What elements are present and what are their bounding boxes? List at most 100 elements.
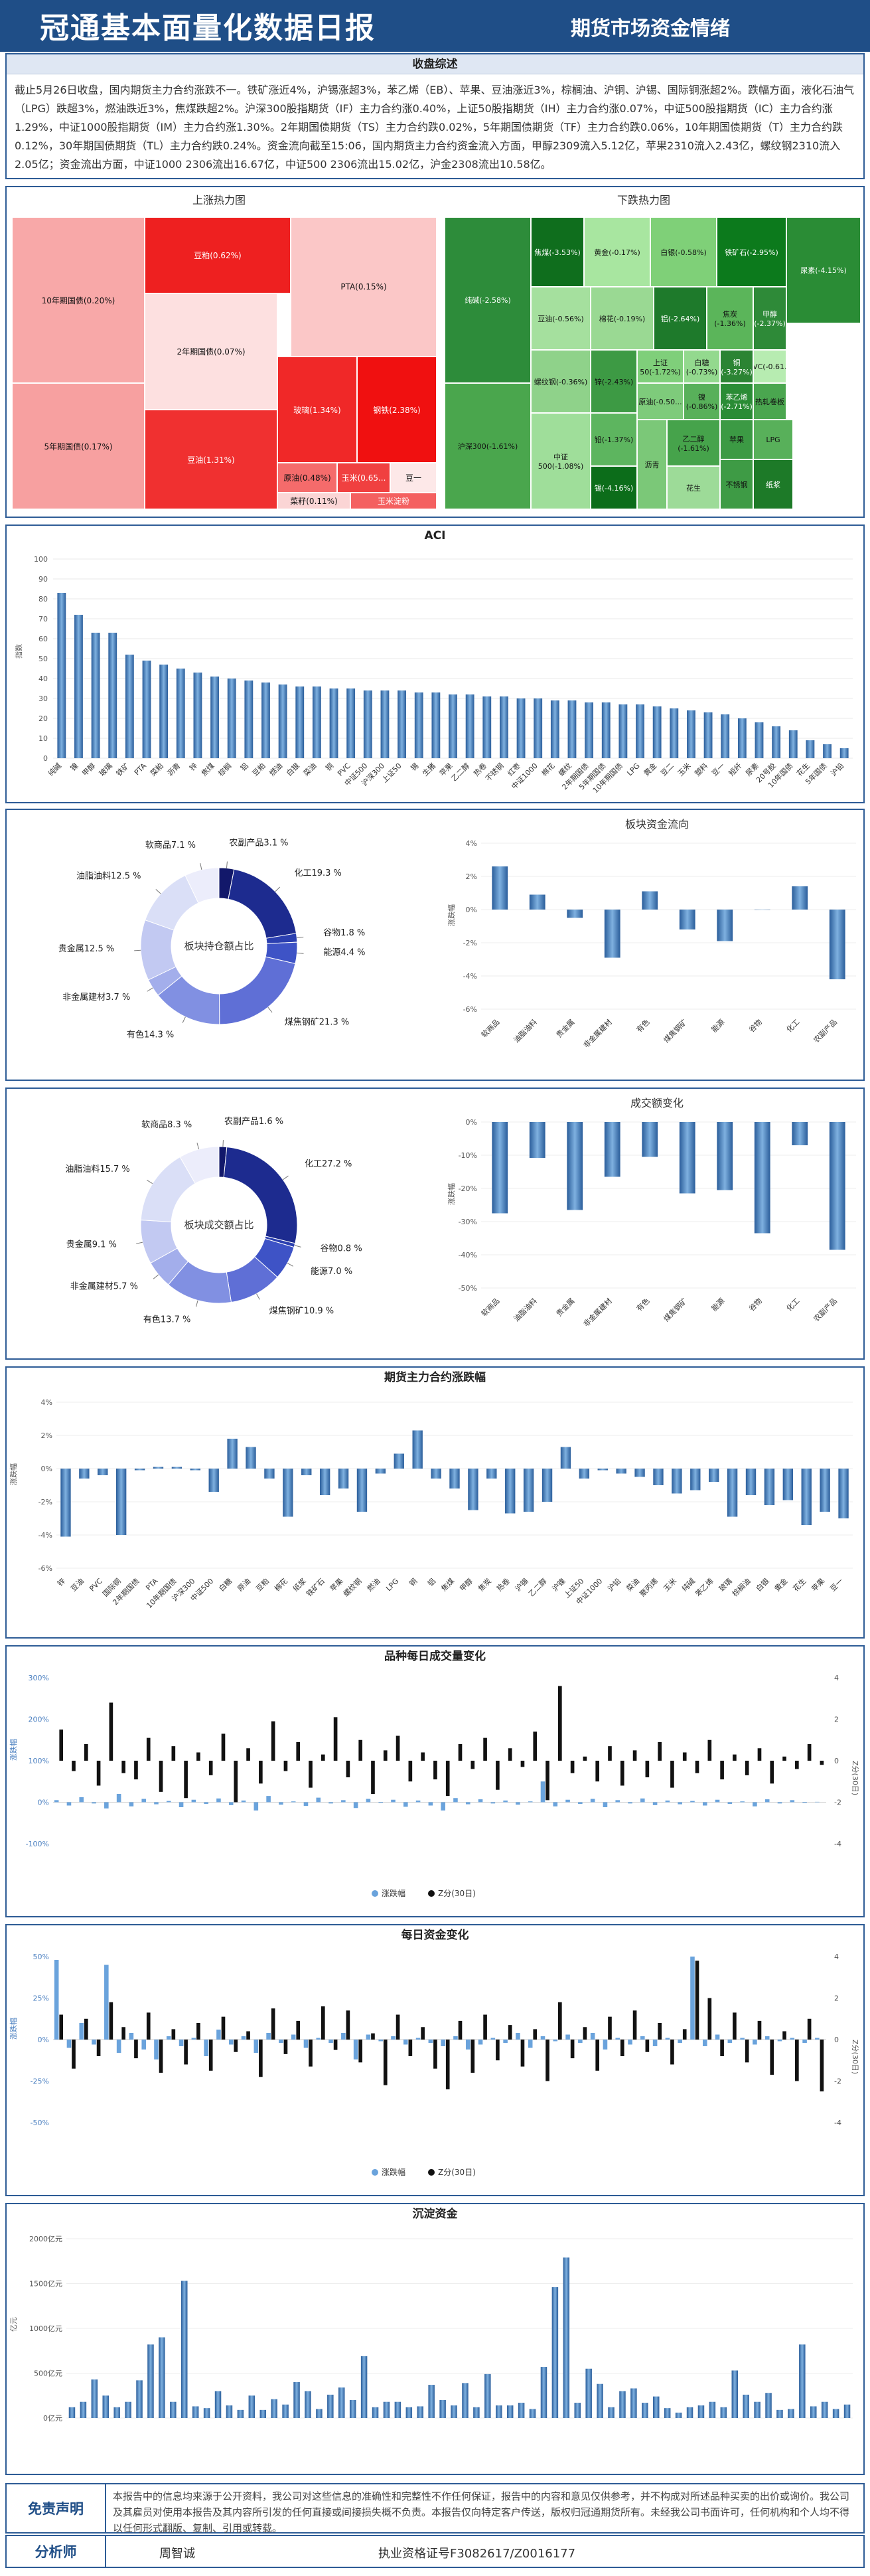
bar-zscore (558, 1686, 562, 1761)
heat-tile[interactable]: 沥青 (637, 420, 667, 509)
x-tick-label: 能源 (709, 1017, 726, 1034)
heat-tile[interactable]: 豆一 (390, 463, 437, 493)
heat-tile[interactable]: 铅(-1.37%) (591, 413, 637, 466)
heat-tile[interactable]: 铝(-2.64%) (654, 287, 707, 350)
heat-tile[interactable]: 黄金(-0.17%) (584, 217, 650, 287)
heat-tile[interactable]: 豆油(-0.56%) (531, 287, 591, 350)
bar-pct (341, 1800, 346, 1803)
heat-tile[interactable]: 玉米(0.65... (337, 463, 390, 493)
heat-tile[interactable]: 钢铁(2.38%) (357, 357, 437, 463)
heat-tile[interactable]: 铜(-3.27%) (720, 350, 753, 383)
pie-leader (155, 889, 161, 894)
bar (560, 1447, 571, 1469)
bar-zscore (333, 1717, 338, 1761)
heat-tile[interactable]: 2年期国债(0.07%) (145, 293, 277, 410)
bar (79, 1469, 90, 1479)
sediment-bar (821, 2401, 828, 2418)
bar (764, 1469, 775, 1505)
heat-tile[interactable]: 中证500(-1.08%) (531, 413, 591, 509)
up-heatmap: 10年期国债(0.20%) 5年期国债(0.17%) 豆粕(0.62%) PTA… (12, 217, 437, 509)
sediment-bar (506, 2405, 514, 2418)
heat-tile[interactable]: 不锈钢 (720, 459, 753, 509)
heat-tile[interactable]: 花生 (667, 466, 720, 509)
y-tick-label: -30% (459, 1218, 477, 1226)
pie-leader (195, 1300, 198, 1307)
heat-tile[interactable]: 棉花(-0.19%) (591, 287, 654, 350)
bar-zscore (608, 2016, 612, 2040)
heat-tile[interactable]: 白糖(-0.73%) (684, 350, 720, 383)
volume-change-title: 品种每日成交量变化 (384, 1650, 486, 1663)
sediment-bar (551, 2287, 559, 2418)
x-tick-label: 焦炭 (476, 1577, 493, 1593)
bar-zscore (795, 2040, 799, 2081)
y-tick-label: -25% (31, 2077, 49, 2086)
heat-tile[interactable]: 5年期国债(0.17%) (12, 383, 145, 509)
aci-bar (550, 700, 559, 758)
bar-zscore (770, 1761, 774, 1784)
heat-tile[interactable]: 玻璃(1.34%) (277, 357, 357, 463)
heat-tile[interactable]: 豆油(1.31%) (145, 410, 277, 509)
bar-zscore (234, 2040, 238, 2052)
heat-tile[interactable]: 热轧卷板 (753, 383, 786, 420)
bar (634, 1469, 645, 1477)
x-tick-label: 棉花 (540, 761, 556, 777)
heat-tile[interactable]: 焦炭(-1.36%) (707, 287, 753, 350)
y-tick-label: -40% (459, 1251, 477, 1259)
heat-tile[interactable]: 甲醇(-2.37%) (753, 287, 786, 350)
heat-tile[interactable]: 原油(-0.50... (637, 383, 684, 420)
pie-leader (287, 1263, 294, 1267)
heat-tile[interactable]: 白银(-0.58%) (650, 217, 717, 287)
heat-tile[interactable]: 菜籽(0.11%) (277, 493, 350, 509)
y-tick-label: 0% (38, 2036, 49, 2044)
heat-tile[interactable]: 豆粕(0.62%) (145, 217, 291, 293)
heat-tile[interactable]: PTA(0.15%) (291, 217, 437, 357)
x-tick-label: 豆粕 (254, 1576, 271, 1593)
heat-tile[interactable]: 10年期国债(0.20%) (12, 217, 145, 383)
heat-tile[interactable]: 螺纹钢(-0.36%) (531, 350, 591, 413)
heat-tile[interactable]: 纸浆 (753, 459, 793, 509)
pie-label: 有色14.3 % (127, 1029, 174, 1040)
pie-slice (223, 1147, 298, 1244)
bar (505, 1469, 516, 1514)
heat-tile[interactable]: 原油(0.48%) (277, 463, 337, 493)
pie-label: 化工19.3 % (294, 868, 341, 878)
sediment-bar (102, 2395, 109, 2418)
disclaimer-row: 免责声明 本报告中的信息均来源于公开资料，我公司对这些信息的准确性和完整性不作任… (5, 2483, 865, 2534)
heat-tile[interactable]: 尿素(-4.15%) (786, 217, 861, 323)
heat-tile[interactable]: 苯乙烯(-2.71%) (720, 383, 753, 420)
heat-tile[interactable]: 焦煤(-3.53%) (531, 217, 584, 287)
heat-tile[interactable]: 玉米淀粉 (350, 493, 437, 509)
bar-zscore (570, 1761, 575, 1773)
aci-bar (567, 700, 577, 758)
aci-bar (737, 718, 747, 758)
heat-tile[interactable]: 镍(-0.86%) (684, 383, 720, 420)
bar (727, 1469, 738, 1517)
sediment-bar (271, 2399, 277, 2418)
bar-pct (441, 2040, 445, 2046)
sector-flow-title: 板块资金流向 (624, 818, 689, 831)
bar (604, 910, 620, 958)
aci-bar (721, 714, 730, 758)
bar-zscore (309, 2040, 313, 2067)
heat-tile[interactable]: 乙二醇(-1.61%) (667, 420, 720, 466)
heat-tile[interactable]: PVC(-0.61... (753, 350, 786, 383)
aci-bar (534, 698, 543, 758)
y-tick-label: 2% (41, 1431, 52, 1440)
sediment-bar (417, 2406, 423, 2418)
heat-tile[interactable]: 铁矿石(-2.95%) (717, 217, 786, 287)
x-tick-label: LPG (625, 762, 641, 777)
bar-pct (578, 1802, 583, 1804)
analyst-name: 周智诚 (159, 2547, 195, 2561)
heat-tile[interactable]: LPG (753, 420, 793, 459)
heat-tile[interactable]: 锡(-4.16%) (591, 466, 637, 509)
bar-zscore (620, 2040, 624, 2056)
pie-label: 谷物1.8 % (323, 928, 365, 938)
heat-tile[interactable]: 上证50(-1.72%) (637, 350, 684, 383)
heat-tile[interactable]: 沪深300(-1.61%) (445, 383, 531, 509)
pie-label: 化工27.2 % (305, 1159, 352, 1169)
heat-tile[interactable]: 苹果 (720, 420, 753, 459)
sediment-bar (439, 2400, 446, 2418)
heat-tile[interactable]: 纯碱(-2.58%) (445, 217, 531, 383)
heat-tile[interactable]: 锌(-2.43%) (591, 350, 637, 413)
bar-zscore (695, 1761, 699, 1773)
